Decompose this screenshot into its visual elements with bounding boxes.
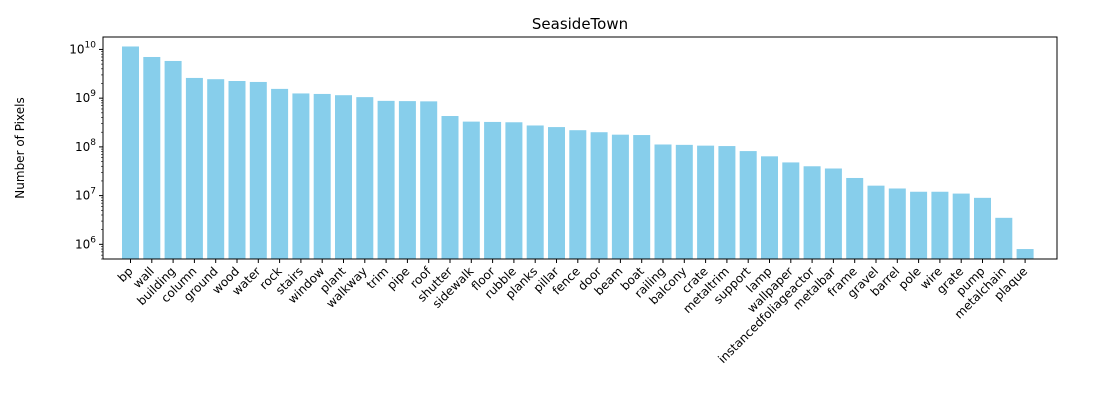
bar-metaltrim xyxy=(718,146,736,259)
bar-column xyxy=(185,77,203,259)
bar-planks xyxy=(526,125,544,259)
x-tick-label-trim: trim xyxy=(364,264,391,291)
bar-sidewalk xyxy=(462,121,480,260)
bar-metalbar xyxy=(824,168,842,259)
y-ticks-layer: 106 107 108 109 1010 xyxy=(69,40,103,260)
bar-shutter xyxy=(441,116,459,260)
bar-wall xyxy=(143,56,161,259)
bar-support xyxy=(739,151,757,259)
bar-ground xyxy=(207,79,225,259)
bar-building xyxy=(164,60,182,260)
bar-fence xyxy=(569,130,587,259)
bar-instancedfoliageactor xyxy=(803,166,821,259)
bar-rock xyxy=(271,88,289,259)
bar-pump xyxy=(974,197,991,259)
bar-lamp xyxy=(761,156,778,259)
y-tick-label: 106 xyxy=(75,235,96,251)
bar-trim xyxy=(377,100,395,260)
y-tick-label: 107 xyxy=(75,187,96,203)
bar-water xyxy=(249,81,267,260)
bar-plant xyxy=(335,95,352,259)
bar-beam xyxy=(611,134,629,259)
y-tick-label: 1010 xyxy=(69,40,96,56)
bar-floor xyxy=(484,121,502,259)
bar-window xyxy=(313,93,331,259)
bars-layer xyxy=(122,46,1034,260)
bar-stairs xyxy=(292,93,310,259)
bar-railing xyxy=(654,144,672,259)
bar-rubble xyxy=(505,122,523,260)
bar-wood xyxy=(228,81,246,259)
bar-grate xyxy=(952,193,970,259)
plot-frame xyxy=(102,36,1058,260)
x-ticks-layer: bpwallbuildingcolumngroundwoodwaterrocks… xyxy=(115,259,1030,366)
bar-metalchain xyxy=(995,217,1013,259)
bar-pipe xyxy=(398,101,416,259)
bar-roof xyxy=(420,101,438,259)
y-tick-label: 108 xyxy=(75,138,96,154)
bar-crate xyxy=(697,145,715,259)
bar-pillar xyxy=(548,127,565,259)
bar-door xyxy=(590,132,608,259)
bar-bp xyxy=(122,46,139,260)
y-tick-label: 109 xyxy=(75,89,96,105)
bar-walkway xyxy=(356,97,374,259)
bar-frame xyxy=(846,177,864,259)
bar-wallpaper xyxy=(782,162,800,259)
bar-gravel xyxy=(867,185,885,259)
bar-barrel xyxy=(888,188,906,259)
chart-title: SeasideTown xyxy=(532,15,628,33)
bar-boat xyxy=(633,135,651,259)
bar-balcony xyxy=(675,144,693,259)
bar-plaque xyxy=(1016,249,1034,259)
bar-wire xyxy=(931,191,949,259)
x-tick-label-pole: pole xyxy=(896,264,924,292)
bar-pole xyxy=(910,191,928,259)
x-tick-label-pipe: pipe xyxy=(384,264,412,292)
y-axis-label: Number of Pixels xyxy=(13,97,27,198)
